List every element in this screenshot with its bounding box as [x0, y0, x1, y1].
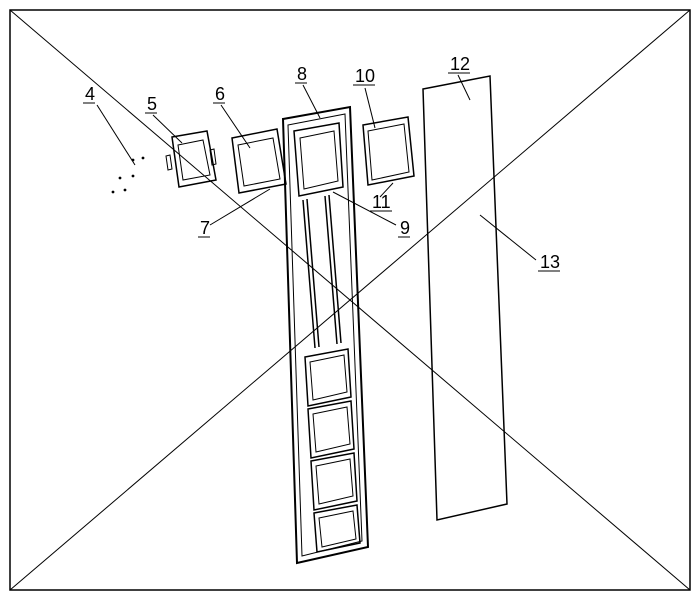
label-4: 4: [85, 84, 95, 104]
leader-6: [221, 105, 250, 148]
part-5-inner: [178, 140, 210, 180]
label-8: 8: [297, 64, 307, 84]
part-8-window-2-inner: [316, 459, 353, 504]
label-5: 5: [147, 94, 157, 114]
screw-dot-2: [119, 177, 122, 180]
leader-7: [210, 189, 270, 225]
screw-dot-3: [132, 175, 135, 178]
label-12: 12: [450, 54, 470, 74]
part-8-body-outline: [283, 107, 368, 563]
leader-12: [458, 75, 470, 100]
part-12-panel: [423, 76, 507, 520]
screw-dot-4: [112, 191, 115, 194]
leader-10: [365, 88, 375, 128]
part-8-body-inner: [288, 114, 362, 556]
label-6: 6: [215, 84, 225, 104]
leader-13: [480, 215, 536, 260]
label-13: 13: [540, 252, 560, 272]
part-8-window-3-inner: [319, 511, 356, 547]
leader-5: [153, 115, 182, 143]
part-6-inner: [238, 138, 280, 186]
label-11: 11: [372, 192, 391, 212]
part-8-top-window-inner: [300, 131, 338, 189]
screw-dot-1: [142, 157, 145, 160]
part-8-window-0-inner: [310, 355, 347, 400]
leader-4: [97, 105, 135, 165]
screw-dot-5: [124, 189, 127, 192]
label-9: 9: [400, 218, 410, 238]
part-5-tab-0: [166, 155, 172, 170]
label-10: 10: [355, 66, 375, 86]
label-7: 7: [200, 218, 210, 238]
part-8-window-1-inner: [313, 407, 350, 452]
part-10-inner: [368, 124, 409, 180]
